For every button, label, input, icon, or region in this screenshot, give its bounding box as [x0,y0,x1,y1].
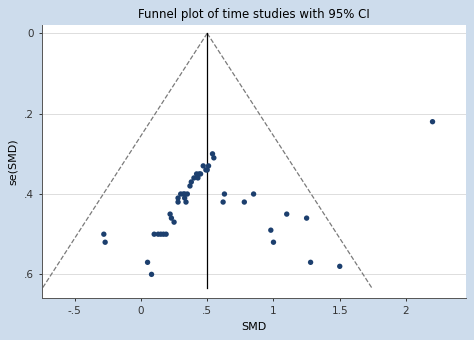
Point [190,175,198,181]
Point [144,260,151,265]
Point [307,260,314,265]
Point [177,191,184,197]
Title: Funnel plot of time studies with 95% CI: Funnel plot of time studies with 95% CI [138,8,369,21]
Point [250,191,257,197]
Point [181,195,189,201]
Point [166,211,174,217]
Y-axis label: se(SMD): se(SMD) [9,139,18,185]
X-axis label: SMD: SMD [241,322,266,332]
Point [220,191,228,197]
Point [162,232,170,237]
Point [101,239,109,245]
Point [202,167,210,173]
Point [267,227,274,233]
Point [170,219,178,225]
Point [150,232,158,237]
Point [100,232,108,237]
Point [240,199,248,205]
Point [210,155,218,160]
Point [270,239,277,245]
Point [209,151,216,156]
Point [186,183,194,189]
Point [157,232,164,237]
Point [194,175,202,181]
Point [336,264,344,269]
Point [182,199,190,205]
Point [188,179,195,185]
Point [200,163,207,169]
Point [183,191,191,197]
Point [160,232,167,237]
Point [429,119,437,124]
Point [174,199,182,205]
Point [205,163,212,169]
Point [303,216,310,221]
Point [155,232,162,237]
Point [181,191,189,197]
Point [195,171,203,177]
Point [180,191,187,197]
Point [283,211,291,217]
Point [197,171,204,177]
Point [193,171,201,177]
Point [203,167,211,173]
Point [174,195,182,201]
Point [168,216,175,221]
Point [219,199,227,205]
Point [148,272,155,277]
